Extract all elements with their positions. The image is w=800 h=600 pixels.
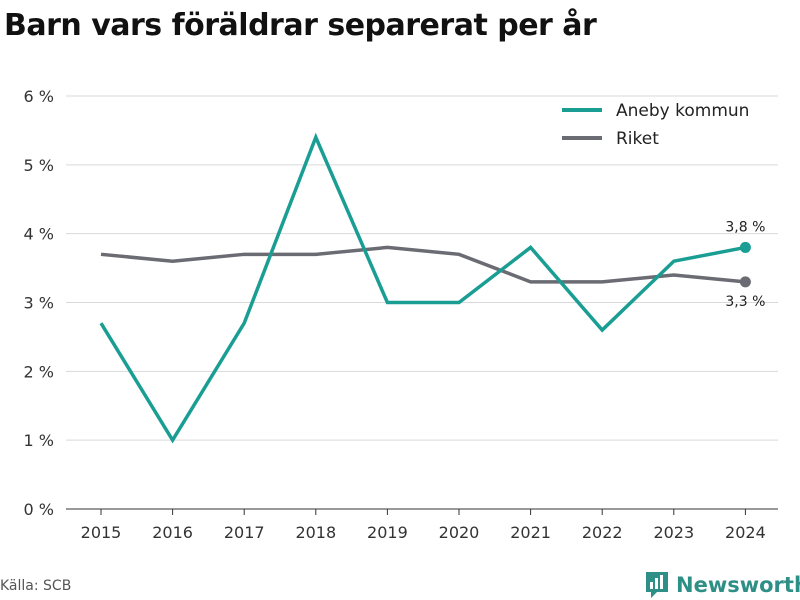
- x-tick-label: 2024: [725, 523, 766, 542]
- x-tick-label: 2019: [367, 523, 408, 542]
- brand-name: Newsworthy: [676, 573, 800, 597]
- y-tick-label: 2 %: [24, 362, 54, 381]
- end-value-label: 3,8 %: [725, 219, 765, 235]
- y-tick-label: 3 %: [24, 294, 54, 313]
- y-tick-label: 4 %: [24, 225, 54, 244]
- x-tick-label: 2020: [439, 523, 480, 542]
- legend-label: Riket: [616, 129, 659, 149]
- source-note: Källa: SCB: [0, 578, 72, 594]
- x-tick-label: 2018: [295, 523, 336, 542]
- x-axis-ticks: 2015 2016 2017 2018 2019 2020 2021 2022 2023 2024: [81, 509, 766, 542]
- newsworthy-logo-icon: [646, 572, 668, 598]
- brand-logo: Newsworthy: [644, 570, 800, 600]
- x-tick-label: 2015: [81, 523, 122, 542]
- x-tick-label: 2022: [582, 523, 623, 542]
- end-point-aneby: [739, 241, 751, 253]
- y-tick-label: 0 %: [24, 500, 54, 519]
- series-line-aneby: [99, 132, 746, 444]
- x-tick-label: 2021: [510, 523, 551, 542]
- y-tick-label: 6 %: [24, 87, 54, 106]
- legend: Aneby kommun Riket: [562, 101, 749, 149]
- chart-title: Barn vars föräldrar separerat per år: [4, 8, 597, 43]
- x-tick-label: 2023: [653, 523, 694, 542]
- series-line-riket: [100, 245, 746, 284]
- end-value-label: 3,3 %: [725, 294, 765, 310]
- y-tick-label: 1 %: [24, 431, 54, 450]
- y-axis-ticks: 0 % 1 % 2 % 3 % 4 % 5 % 6 %: [24, 87, 54, 519]
- end-point-riket: [739, 276, 751, 288]
- series-lines: [99, 132, 751, 444]
- gridlines: [66, 95, 778, 441]
- y-tick-label: 5 %: [24, 156, 54, 175]
- end-labels: 3,8 % 3,3 %: [725, 219, 765, 309]
- legend-label: Aneby kommun: [616, 101, 749, 121]
- x-tick-label: 2016: [152, 523, 193, 542]
- x-tick-label: 2017: [224, 523, 265, 542]
